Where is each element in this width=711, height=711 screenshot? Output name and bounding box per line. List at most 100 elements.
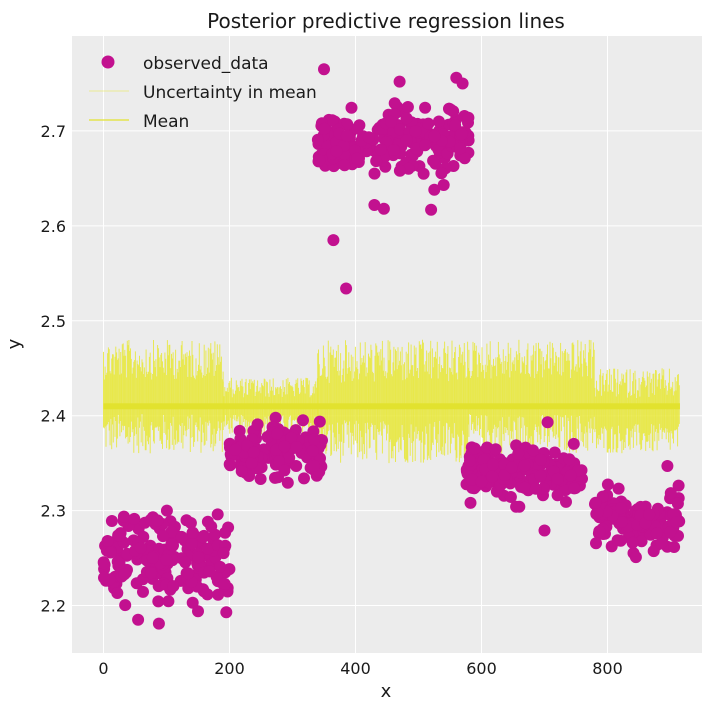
- observed-point: [464, 454, 476, 467]
- observed-point: [400, 112, 413, 125]
- observed-point: [370, 155, 383, 168]
- observed-point: [151, 514, 164, 527]
- observed-point: [563, 453, 576, 466]
- observed-point: [512, 447, 525, 460]
- observed-point: [368, 199, 381, 211]
- y-tick-labels: 2.2 2.3 2.4 2.5 2.6 2.7: [41, 122, 66, 616]
- observed-point: [567, 437, 580, 450]
- x-tick-label: 0: [98, 659, 108, 678]
- observed-point: [105, 515, 118, 527]
- observed-point: [564, 469, 577, 482]
- observed-point: [504, 491, 517, 503]
- observed-point: [308, 433, 321, 446]
- observed-point: [203, 565, 216, 578]
- observed-point: [212, 588, 225, 601]
- observed-point: [245, 457, 258, 469]
- observed-point: [616, 516, 628, 528]
- observed-point: [534, 469, 547, 482]
- observed-point: [664, 526, 677, 539]
- observed-point: [269, 411, 282, 424]
- observed-point: [165, 538, 178, 551]
- observed-point: [422, 117, 435, 130]
- observed-point: [330, 145, 343, 158]
- observed-point: [670, 516, 683, 529]
- observed-point: [394, 123, 406, 136]
- observed-point: [297, 414, 309, 427]
- observed-point: [134, 541, 147, 554]
- x-tick-label: 800: [592, 659, 623, 678]
- observed-point: [548, 446, 561, 459]
- observed-point: [211, 508, 224, 521]
- chart-title: Posterior predictive regression lines: [207, 9, 565, 33]
- observed-point: [435, 167, 448, 180]
- observed-point: [629, 551, 642, 564]
- observed-point: [128, 512, 141, 525]
- observed-point: [218, 577, 231, 590]
- observed-point: [643, 508, 656, 521]
- legend: observed_data Uncertainty in mean Mean: [89, 54, 317, 132]
- observed-point: [254, 473, 267, 485]
- y-tick-label: 2.6: [41, 217, 66, 236]
- observed-point: [590, 537, 602, 550]
- observed-point: [456, 77, 469, 90]
- observed-point: [179, 556, 192, 569]
- x-axis-label: x: [381, 681, 392, 702]
- observed-point: [217, 547, 230, 560]
- observed-point: [538, 524, 551, 537]
- observed-point: [462, 111, 475, 124]
- observed-point: [278, 440, 291, 453]
- observed-point: [298, 472, 310, 485]
- observed-point: [672, 479, 685, 492]
- observed-point: [157, 530, 169, 543]
- observed-point: [626, 536, 639, 549]
- observed-point: [223, 458, 236, 471]
- observed-point: [340, 129, 353, 142]
- observed-point: [664, 487, 677, 500]
- observed-point: [152, 595, 165, 608]
- observed-point: [409, 125, 422, 138]
- observed-point: [311, 133, 324, 146]
- observed-point: [281, 476, 294, 489]
- observed-point: [101, 535, 114, 547]
- observed-point: [119, 599, 132, 612]
- observed-point: [162, 595, 175, 608]
- observed-point: [614, 534, 627, 547]
- observed-point: [145, 567, 158, 580]
- observed-point: [486, 470, 499, 483]
- observed-point: [454, 142, 467, 155]
- observed-point: [318, 122, 331, 135]
- observed-point: [468, 442, 481, 455]
- observed-point: [428, 183, 441, 196]
- observed-point: [278, 464, 291, 477]
- observed-point: [192, 605, 204, 618]
- observed-point: [327, 234, 340, 247]
- uncertainty-band: [103, 339, 680, 464]
- observed-point: [152, 617, 165, 630]
- legend-label-mean: Mean: [143, 112, 189, 132]
- observed-point: [661, 460, 674, 472]
- observed-point: [351, 122, 364, 135]
- observed-point: [489, 443, 502, 456]
- x-tick-label: 200: [214, 659, 245, 678]
- observed-point: [568, 482, 581, 495]
- observed-point: [326, 114, 339, 127]
- observed-point: [247, 446, 260, 459]
- observed-point: [175, 530, 188, 543]
- observed-point: [186, 526, 199, 539]
- observed-point: [338, 159, 351, 172]
- observed-point: [235, 465, 248, 478]
- y-tick-label: 2.7: [41, 122, 66, 141]
- observed-point: [593, 525, 606, 538]
- observed-point: [313, 415, 326, 428]
- observed-point: [229, 443, 242, 456]
- observed-point: [117, 510, 130, 523]
- observed-point: [205, 520, 218, 533]
- observed-point: [185, 537, 198, 550]
- observed-point: [477, 453, 490, 466]
- y-axis-label: y: [4, 338, 25, 349]
- legend-marker-observed: [101, 55, 115, 69]
- observed-point: [635, 535, 648, 548]
- observed-point: [351, 152, 364, 165]
- observed-point: [560, 495, 572, 508]
- observed-point: [104, 546, 117, 559]
